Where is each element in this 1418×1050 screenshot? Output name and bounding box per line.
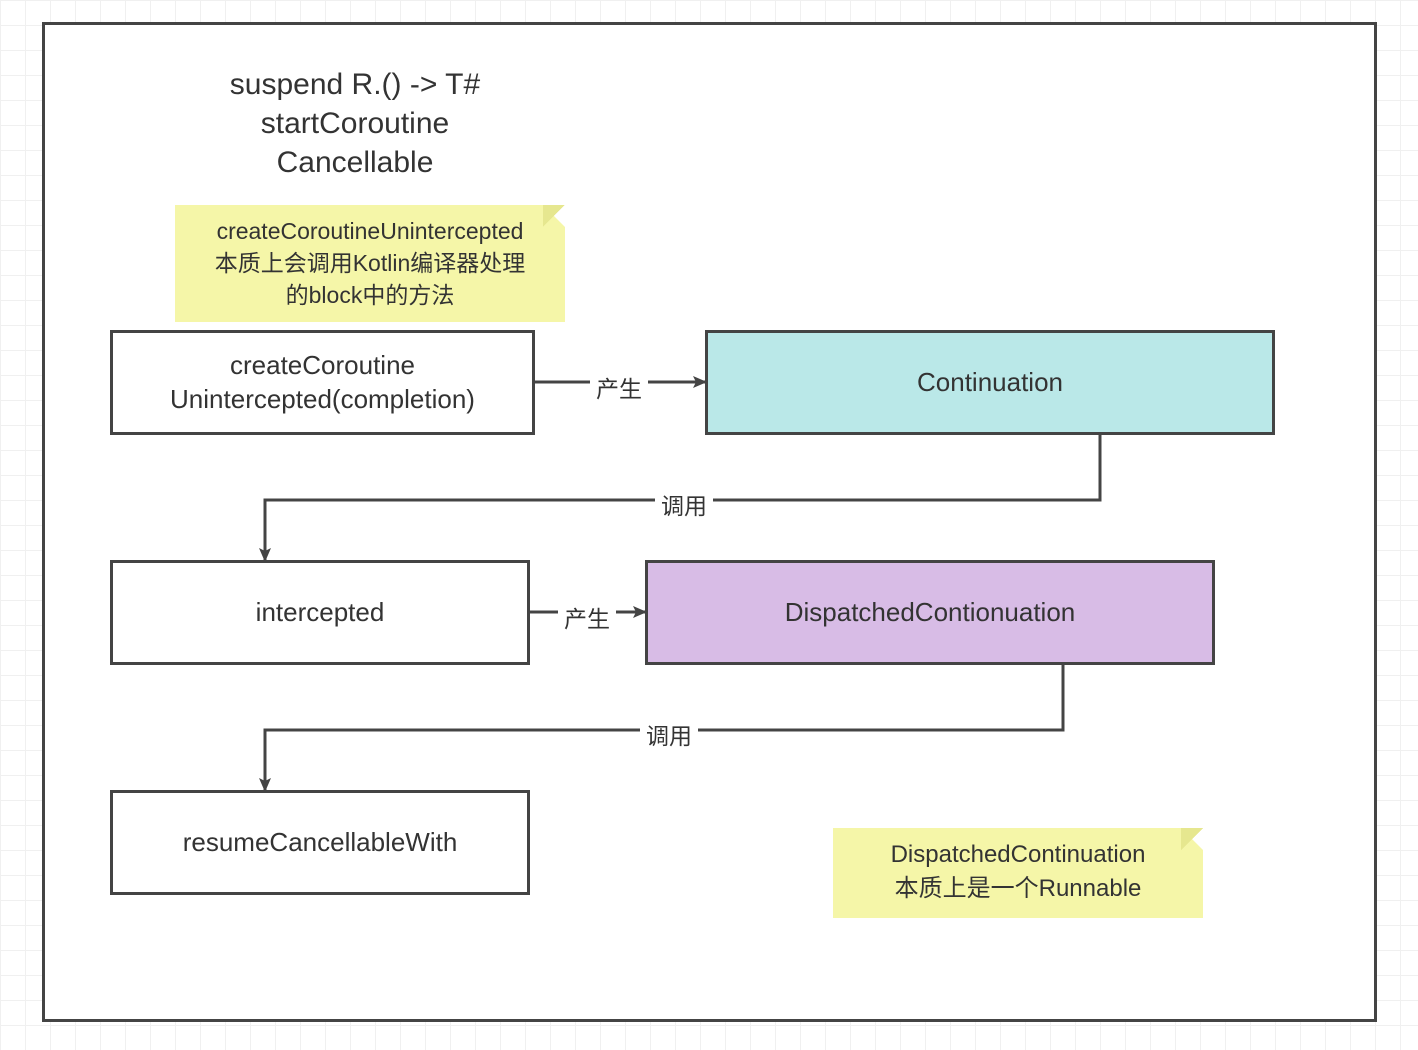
- note-line: 的block中的方法: [189, 279, 551, 311]
- node-resume-cancellable: resumeCancellableWith: [110, 790, 530, 895]
- edge-label-e-intercepted-dispatched: 产生: [558, 600, 616, 634]
- diagram-title: suspend R.() -> T# startCoroutine Cancel…: [155, 65, 555, 182]
- node-dispatched-continuation: DispatchedContionuation: [645, 560, 1215, 665]
- note-note-create: createCoroutineUnintercepted本质上会调用Kotlin…: [175, 205, 565, 322]
- note-line: DispatchedContinuation: [847, 838, 1189, 872]
- note-line: 本质上会调用Kotlin编译器处理: [189, 247, 551, 279]
- node-intercepted: intercepted: [110, 560, 530, 665]
- node-create-coroutine: createCoroutine Unintercepted(completion…: [110, 330, 535, 435]
- edge-label-e-continuation-intercepted: 调用: [655, 487, 713, 521]
- note-note-dispatched: DispatchedContinuation本质上是一个Runnable: [833, 828, 1203, 918]
- node-continuation: Continuation: [705, 330, 1275, 435]
- edge-label-e-dispatched-resume: 调用: [640, 717, 698, 751]
- edge-label-e-create-continuation: 产生: [590, 370, 648, 404]
- note-line: createCoroutineUnintercepted: [189, 215, 551, 247]
- note-line: 本质上是一个Runnable: [847, 872, 1189, 906]
